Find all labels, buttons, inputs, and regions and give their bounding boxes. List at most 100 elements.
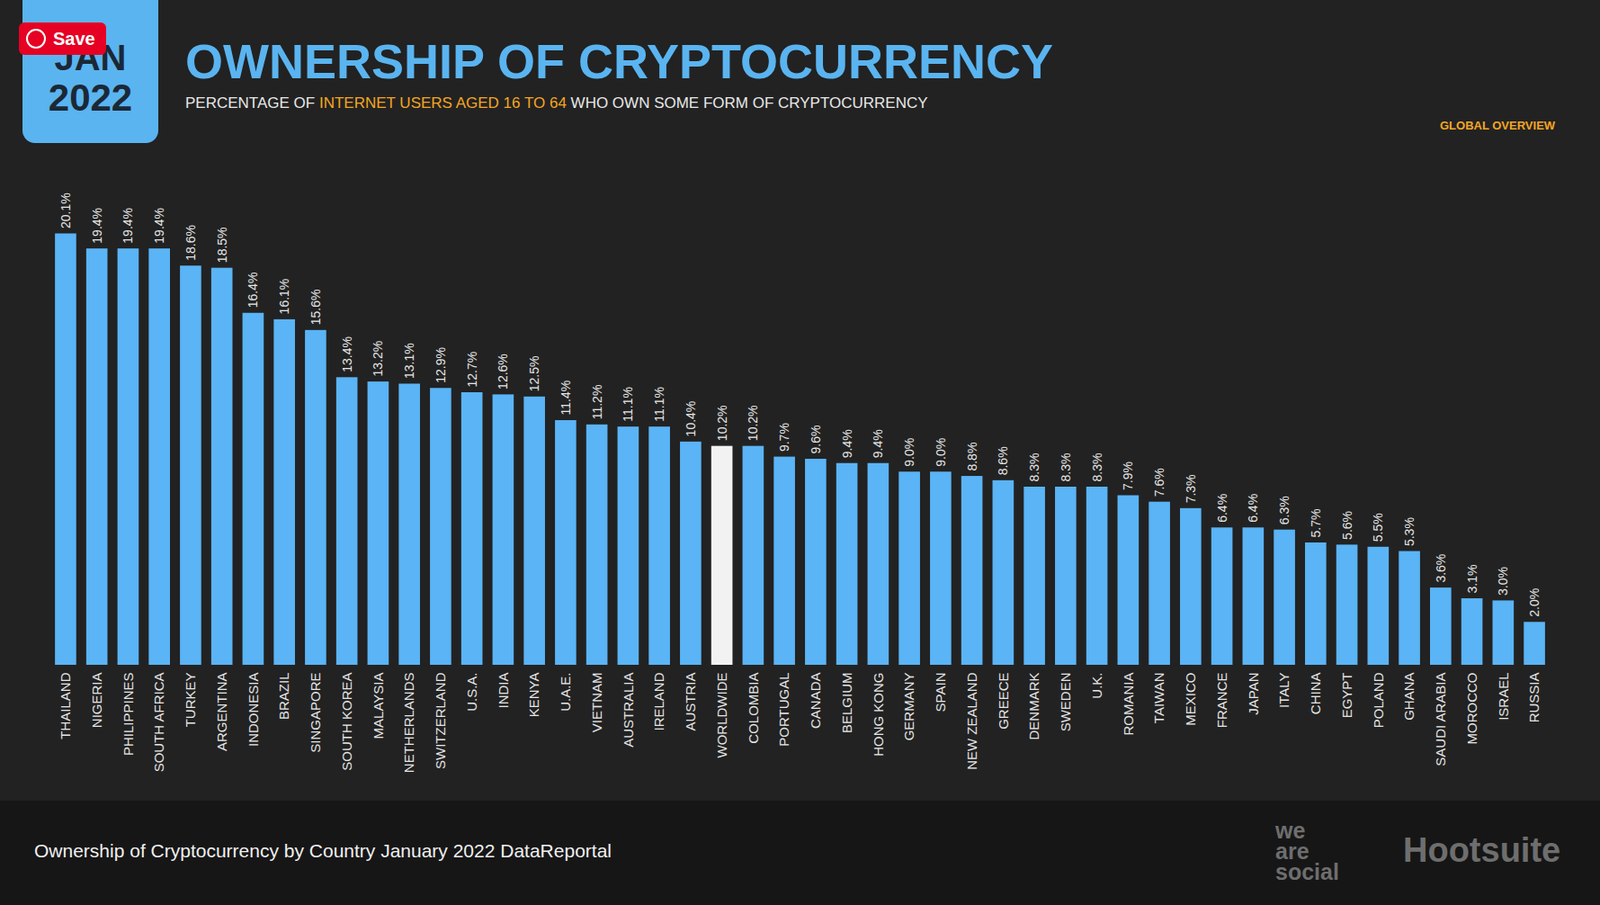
svg-text:GREECE: GREECE [995,672,1011,730]
svg-text:KENYA: KENYA [526,672,542,718]
svg-text:MOROCCO: MOROCCO [1464,672,1480,745]
svg-text:TAIWAN: TAIWAN [1151,672,1167,725]
svg-text:JAPAN: JAPAN [1245,672,1261,716]
svg-text:U.K.: U.K. [1089,672,1105,699]
svg-text:THAILAND: THAILAND [57,671,73,739]
svg-text:SWITZERLAND: SWITZERLAND [432,671,448,769]
svg-text:DENMARK: DENMARK [1026,672,1042,741]
svg-text:9.0%: 9.0% [902,437,917,467]
svg-text:11.1%: 11.1% [652,386,667,422]
svg-text:SOUTH KOREA: SOUTH KOREA [339,672,355,771]
svg-text:3.1%: 3.1% [1465,564,1480,594]
svg-text:GHANA: GHANA [1401,672,1417,721]
svg-text:WORLDWIDE: WORLDWIDE [714,672,730,759]
html-text:Hootsuite: Hootsuite [1403,831,1561,869]
svg-text:3.0%: 3.0% [1495,566,1511,596]
svg-text:8.8%: 8.8% [965,442,980,472]
svg-text:HONG KONG: HONG KONG [870,672,886,757]
svg-text:16.4%: 16.4% [245,272,260,309]
svg-text:20.1%: 20.1% [58,192,73,229]
svg-text:ISRAEL: ISRAEL [1495,672,1511,721]
svg-text:SPAIN: SPAIN [932,672,948,713]
svg-text:13.1%: 13.1% [402,342,417,379]
svg-text:IRELAND: IRELAND [651,671,667,731]
svg-text:MEXICO: MEXICO [1182,672,1198,726]
svg-text:GERMANY: GERMANY [901,672,917,742]
html-text:OWNERSHIP OF CRYPTOCURRENCY: OWNERSHIP OF CRYPTOCURRENCY [185,34,1054,89]
svg-text:BELGIUM: BELGIUM [839,672,855,734]
svg-text:PORTUGAL: PORTUGAL [776,672,792,747]
svg-text:U.A.E.: U.A.E. [557,672,573,712]
svg-text:6.4%: 6.4% [1215,493,1230,523]
svg-text:6.4%: 6.4% [1245,493,1261,523]
svg-text:11.4%: 11.4% [558,380,573,416]
svg-text:18.6%: 18.6% [183,224,198,261]
html-text:JAN: JAN [54,37,127,78]
svg-text:EGYPT: EGYPT [1339,672,1355,719]
svg-text:5.6%: 5.6% [1340,510,1355,540]
svg-text:AUSTRALIA: AUSTRALIA [620,672,636,748]
svg-text:7.9%: 7.9% [1120,461,1136,491]
svg-text:7.3%: 7.3% [1183,473,1198,503]
svg-text:5.5%: 5.5% [1370,512,1386,542]
svg-text:NETHERLANDS: NETHERLANDS [401,672,417,774]
svg-text:8.3%: 8.3% [1027,453,1042,483]
svg-text:10.2%: 10.2% [715,404,730,441]
svg-text:8.3%: 8.3% [1090,453,1105,483]
svg-text:8.3%: 8.3% [1058,453,1073,483]
svg-text:TURKEY: TURKEY [182,672,198,728]
svg-text:COLOMBIA: COLOMBIA [745,672,761,744]
svg-text:9.7%: 9.7% [777,422,792,452]
svg-text:10.4%: 10.4% [683,401,698,438]
svg-text:CANADA: CANADA [807,672,823,730]
svg-text:PHILIPPINES: PHILIPPINES [120,672,136,757]
svg-text:ROMANIA: ROMANIA [1120,672,1136,736]
svg-text:9.4%: 9.4% [840,429,855,458]
svg-text:2.0%: 2.0% [1527,588,1542,617]
svg-text:ARGENTINA: ARGENTINA [214,672,230,752]
svg-text:18.5%: 18.5% [214,226,230,263]
svg-text:19.4%: 19.4% [89,207,105,244]
svg-text:16.1%: 16.1% [277,278,292,315]
svg-text:INDONESIA: INDONESIA [245,672,261,748]
svg-text:VIETNAM: VIETNAM [589,672,605,733]
svg-text:MALAYSIA: MALAYSIA [370,672,386,740]
svg-text:RUSSIA: RUSSIA [1526,672,1542,724]
svg-text:U.S.A.: U.S.A. [464,672,480,712]
svg-text:11.1%: 11.1% [620,386,635,422]
svg-text:19.4%: 19.4% [151,207,167,244]
svg-text:13.2%: 13.2% [370,340,385,377]
svg-text:12.5%: 12.5% [527,356,542,393]
svg-text:NIGERIA: NIGERIA [89,672,105,729]
svg-text:9.6%: 9.6% [808,425,823,455]
svg-text:12.7%: 12.7% [464,351,480,388]
svg-text:6.3%: 6.3% [1277,495,1292,525]
svg-text:9.4%: 9.4% [870,429,885,458]
svg-text:19.4%: 19.4% [120,207,135,244]
svg-text:SINGAPORE: SINGAPORE [307,672,323,753]
svg-text:7.6%: 7.6% [1152,467,1167,497]
svg-text:12.9%: 12.9% [433,347,448,384]
svg-text:9.0%: 9.0% [933,437,948,467]
svg-text:SAUDI ARABIA: SAUDI ARABIA [1432,672,1449,767]
svg-text:SOUTH AFRICA: SOUTH AFRICA [151,672,167,773]
svg-text:INDIA: INDIA [495,672,511,709]
svg-text:5.7%: 5.7% [1308,509,1323,538]
svg-text:ITALY: ITALY [1276,672,1292,708]
svg-text:POLAND: POLAND [1370,671,1386,728]
svg-text:CHINA: CHINA [1307,672,1323,716]
svg-text:11.2%: 11.2% [589,384,605,421]
svg-text:BRAZIL: BRAZIL [276,672,292,721]
svg-text:13.4%: 13.4% [339,336,355,373]
html-text:2022: 2022 [48,76,133,119]
svg-text:SWEDEN: SWEDEN [1057,672,1073,733]
svg-text:8.6%: 8.6% [995,446,1011,475]
svg-text:FRANCE: FRANCE [1214,672,1230,729]
svg-text:10.2%: 10.2% [745,404,760,441]
svg-text:3.6%: 3.6% [1433,554,1449,583]
svg-text:12.6%: 12.6% [495,353,510,390]
svg-text:NEW ZEALAND: NEW ZEALAND [964,671,980,770]
svg-text:15.6%: 15.6% [308,289,323,326]
svg-text:AUSTRIA: AUSTRIA [682,672,698,732]
svg-text:5.3%: 5.3% [1402,517,1417,546]
